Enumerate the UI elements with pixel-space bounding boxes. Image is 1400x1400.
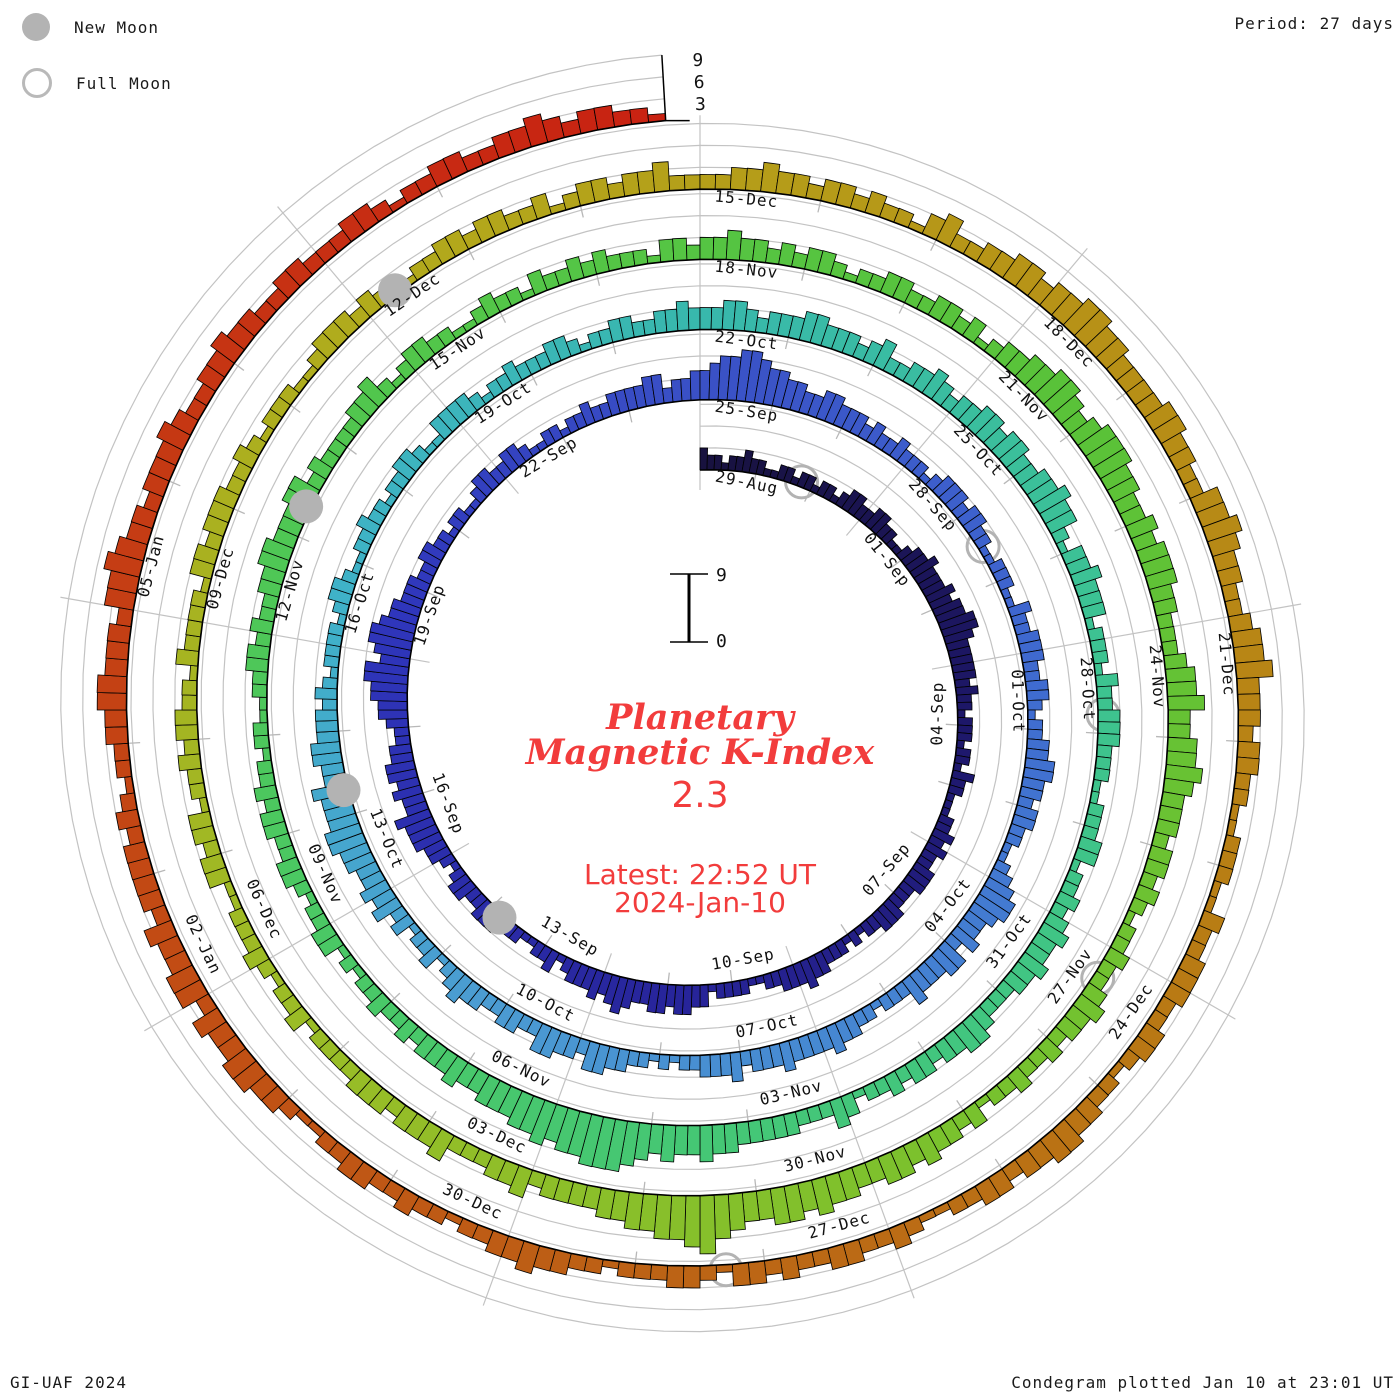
- full-moon-label: Full Moon: [76, 73, 172, 93]
- legend-row-new-moon: New Moon: [22, 8, 172, 46]
- k-scale-glyph: 9 0: [660, 565, 750, 655]
- new-moon-marker: [378, 273, 413, 308]
- end-axis: 369: [661, 50, 706, 122]
- radial-axis-tick: 3: [695, 94, 706, 115]
- new-moon-icon: [22, 13, 50, 41]
- date-label: 07-Oct: [734, 1010, 800, 1042]
- date-label: 01-Oct: [1008, 669, 1029, 733]
- date-label: 03-Nov: [758, 1076, 824, 1109]
- scale-min-label: 0: [716, 631, 727, 652]
- legend-row-full-moon: Full Moon: [22, 64, 172, 102]
- new-moon-label: New Moon: [74, 17, 160, 37]
- date-label: 10-Sep: [710, 944, 776, 974]
- new-moon-marker: [326, 773, 361, 808]
- date-label: 30-Nov: [782, 1142, 849, 1176]
- k-scale-bar-icon: [670, 573, 708, 643]
- credit-label: GI-UAF 2024: [10, 1373, 127, 1392]
- spiral-baseline: [125, 119, 1240, 1267]
- date-label: 04-Sep: [927, 682, 947, 746]
- moon-legend: New Moon Full Moon: [22, 8, 172, 120]
- new-moon-marker: [482, 900, 517, 935]
- date-label: 28-Oct: [1077, 657, 1099, 722]
- radial-axis-tick: 9: [692, 50, 703, 71]
- date-label: 24-Nov: [1146, 644, 1170, 709]
- plotted-timestamp: Condegram plotted Jan 10 at 23:01 UT: [1011, 1373, 1394, 1392]
- full-moon-icon: [22, 68, 52, 98]
- period-label: Period: 27 days: [1234, 14, 1394, 33]
- new-moon-marker: [289, 489, 324, 524]
- date-labels: 29-Aug01-Sep04-Sep07-Sep10-Sep13-Sep16-S…: [133, 186, 1239, 1242]
- radial-axis-tick: 6: [694, 72, 705, 93]
- scale-max-label: 9: [716, 565, 727, 586]
- k-index-bars: [96, 104, 1274, 1289]
- new-moon-markers: [289, 273, 517, 935]
